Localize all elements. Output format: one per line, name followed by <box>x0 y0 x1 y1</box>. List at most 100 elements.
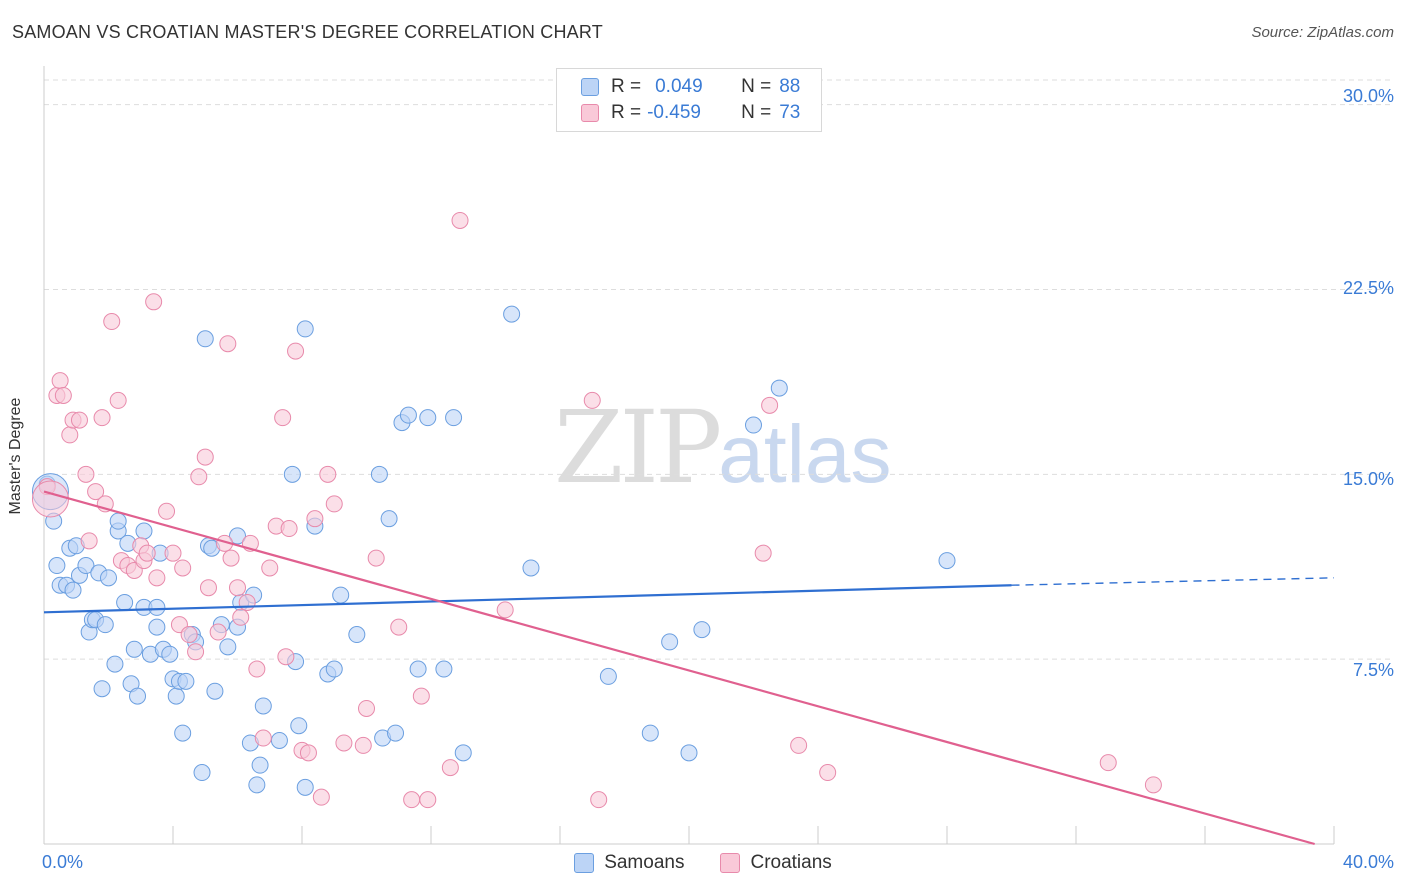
croatian-point-61 <box>441 759 459 777</box>
croatian-point-44 <box>277 648 295 666</box>
croatian-point-4 <box>61 426 79 444</box>
croatian-point-37 <box>238 593 256 611</box>
samoan-point-19 <box>109 512 127 530</box>
watermark-zip: ZIP <box>554 389 722 506</box>
y-axis-label: Master's Degree <box>7 397 24 515</box>
samoan-point-78 <box>522 559 540 577</box>
r-value: 0.049 <box>655 76 703 97</box>
samoan-point-32 <box>161 645 179 663</box>
croatian-point-65 <box>590 791 608 809</box>
croatian-point-55 <box>358 699 375 717</box>
croatian-point-9 <box>87 483 105 501</box>
samoan-point-2 <box>48 557 66 575</box>
r-value: -0.459 <box>647 102 701 123</box>
r-label: R = <box>611 102 642 123</box>
croatian-point-12 <box>103 313 121 331</box>
samoan-point-48 <box>229 527 246 545</box>
chart-title: SAMOAN VS CROATIAN MASTER'S DEGREE CORRE… <box>12 22 603 42</box>
samoan-point-20 <box>116 593 134 611</box>
croatian-point-23 <box>164 544 182 562</box>
croatian-point-27 <box>187 643 205 661</box>
n-label: N = <box>741 76 772 97</box>
series-legend: Samoans Croatians <box>0 852 1406 874</box>
croatian-point-10 <box>93 409 111 427</box>
samoan-point-17 <box>106 655 124 673</box>
croatians-legend-icon <box>720 853 741 873</box>
croatian-point-69 <box>819 764 837 782</box>
samoans-legend-icon <box>574 853 595 873</box>
samoan-point-55 <box>270 731 288 749</box>
samoans-swatch-icon <box>581 78 599 96</box>
croatian-point-43 <box>274 409 292 427</box>
samoan-point-56 <box>283 465 301 483</box>
legend-label-samoans: Samoans <box>604 852 685 873</box>
croatian-point-7 <box>77 465 95 483</box>
x-tick-label-max: 40.0% <box>1342 852 1394 872</box>
stats-legend-row-samoans: R = 0.049 N = 88 <box>581 75 800 99</box>
n-value: 88 <box>779 76 801 97</box>
croatian-point-60 <box>419 791 437 809</box>
croatian-point-67 <box>761 396 779 414</box>
samoan-point-72 <box>409 660 427 678</box>
samoan-point-58 <box>290 717 308 735</box>
croatian-point-39 <box>248 660 266 678</box>
r-label: R = <box>611 76 642 97</box>
samoan-point-76 <box>454 744 472 762</box>
legend-label-croatians: Croatians <box>750 852 832 873</box>
croatian-point-58 <box>403 791 421 809</box>
samoan-point-84 <box>745 416 762 434</box>
samoan-point-9 <box>77 557 95 575</box>
samoan-point-29 <box>148 598 166 616</box>
croatian-point-40 <box>254 729 272 747</box>
samoan-point-54 <box>254 697 272 715</box>
croatian-point-3 <box>54 386 72 404</box>
croatian-point-21 <box>148 569 166 587</box>
croatian-point-46 <box>287 342 305 360</box>
samoan-point-14 <box>93 680 111 698</box>
samoan-point-82 <box>680 744 698 762</box>
croatian-point-59 <box>412 687 430 705</box>
croatian-point-45 <box>280 520 298 538</box>
samoan-point-63 <box>325 660 343 678</box>
samoan-trend-extension <box>1011 577 1335 586</box>
croatian-point-70 <box>1099 754 1117 772</box>
croatian-point-20 <box>145 293 163 311</box>
legend-item-croatians[interactable]: Croatians <box>720 852 832 874</box>
stats-legend-row-croatians: R = -0.459 N = 73 <box>581 101 800 125</box>
samoan-point-80 <box>641 724 659 742</box>
croatian-point-30 <box>199 579 217 597</box>
y-tick-label-22-5: 22.5% <box>1342 278 1394 298</box>
stats-legend: R = 0.049 N = 88 R = -0.459 N = 73 <box>556 68 822 132</box>
croatian-point-53 <box>335 734 353 752</box>
y-tick-label-30: 30.0% <box>1342 86 1394 106</box>
croatian-point-33 <box>219 335 237 353</box>
samoan-point-25 <box>135 522 153 540</box>
croatian-point-35 <box>229 579 246 597</box>
croatian-point-6 <box>70 411 88 429</box>
samoan-point-64 <box>332 586 350 604</box>
samoan-point-73 <box>419 409 437 427</box>
samoan-point-53 <box>251 756 269 774</box>
samoan-point-6 <box>64 581 82 599</box>
samoan-point-86 <box>938 552 956 570</box>
y-tick-label-15: 15.0% <box>1342 469 1394 489</box>
croatian-point-64 <box>583 391 601 409</box>
samoan-point-36 <box>174 724 192 742</box>
samoan-point-40 <box>193 764 211 782</box>
croatian-point-71 <box>1144 776 1162 794</box>
croatian-point-25 <box>174 559 192 577</box>
x-tick-label-min: 0.0% <box>42 852 84 872</box>
chart-source: Source: ZipAtlas.com <box>1251 24 1394 41</box>
croatians-swatch-icon <box>581 104 599 122</box>
croatian-point-66 <box>754 544 772 562</box>
samoan-point-34 <box>167 687 185 705</box>
croatian-point-34 <box>222 549 240 567</box>
samoan-point-74 <box>435 660 453 678</box>
y-tick-label-7-5: 7.5% <box>1352 660 1394 680</box>
samoan-point-52 <box>248 776 266 794</box>
croatian-point-8 <box>80 532 98 550</box>
legend-item-samoans[interactable]: Samoans <box>574 852 684 874</box>
samoan-point-66 <box>370 465 388 483</box>
croatian-point-28 <box>190 468 208 486</box>
samoan-point-83 <box>693 621 711 639</box>
